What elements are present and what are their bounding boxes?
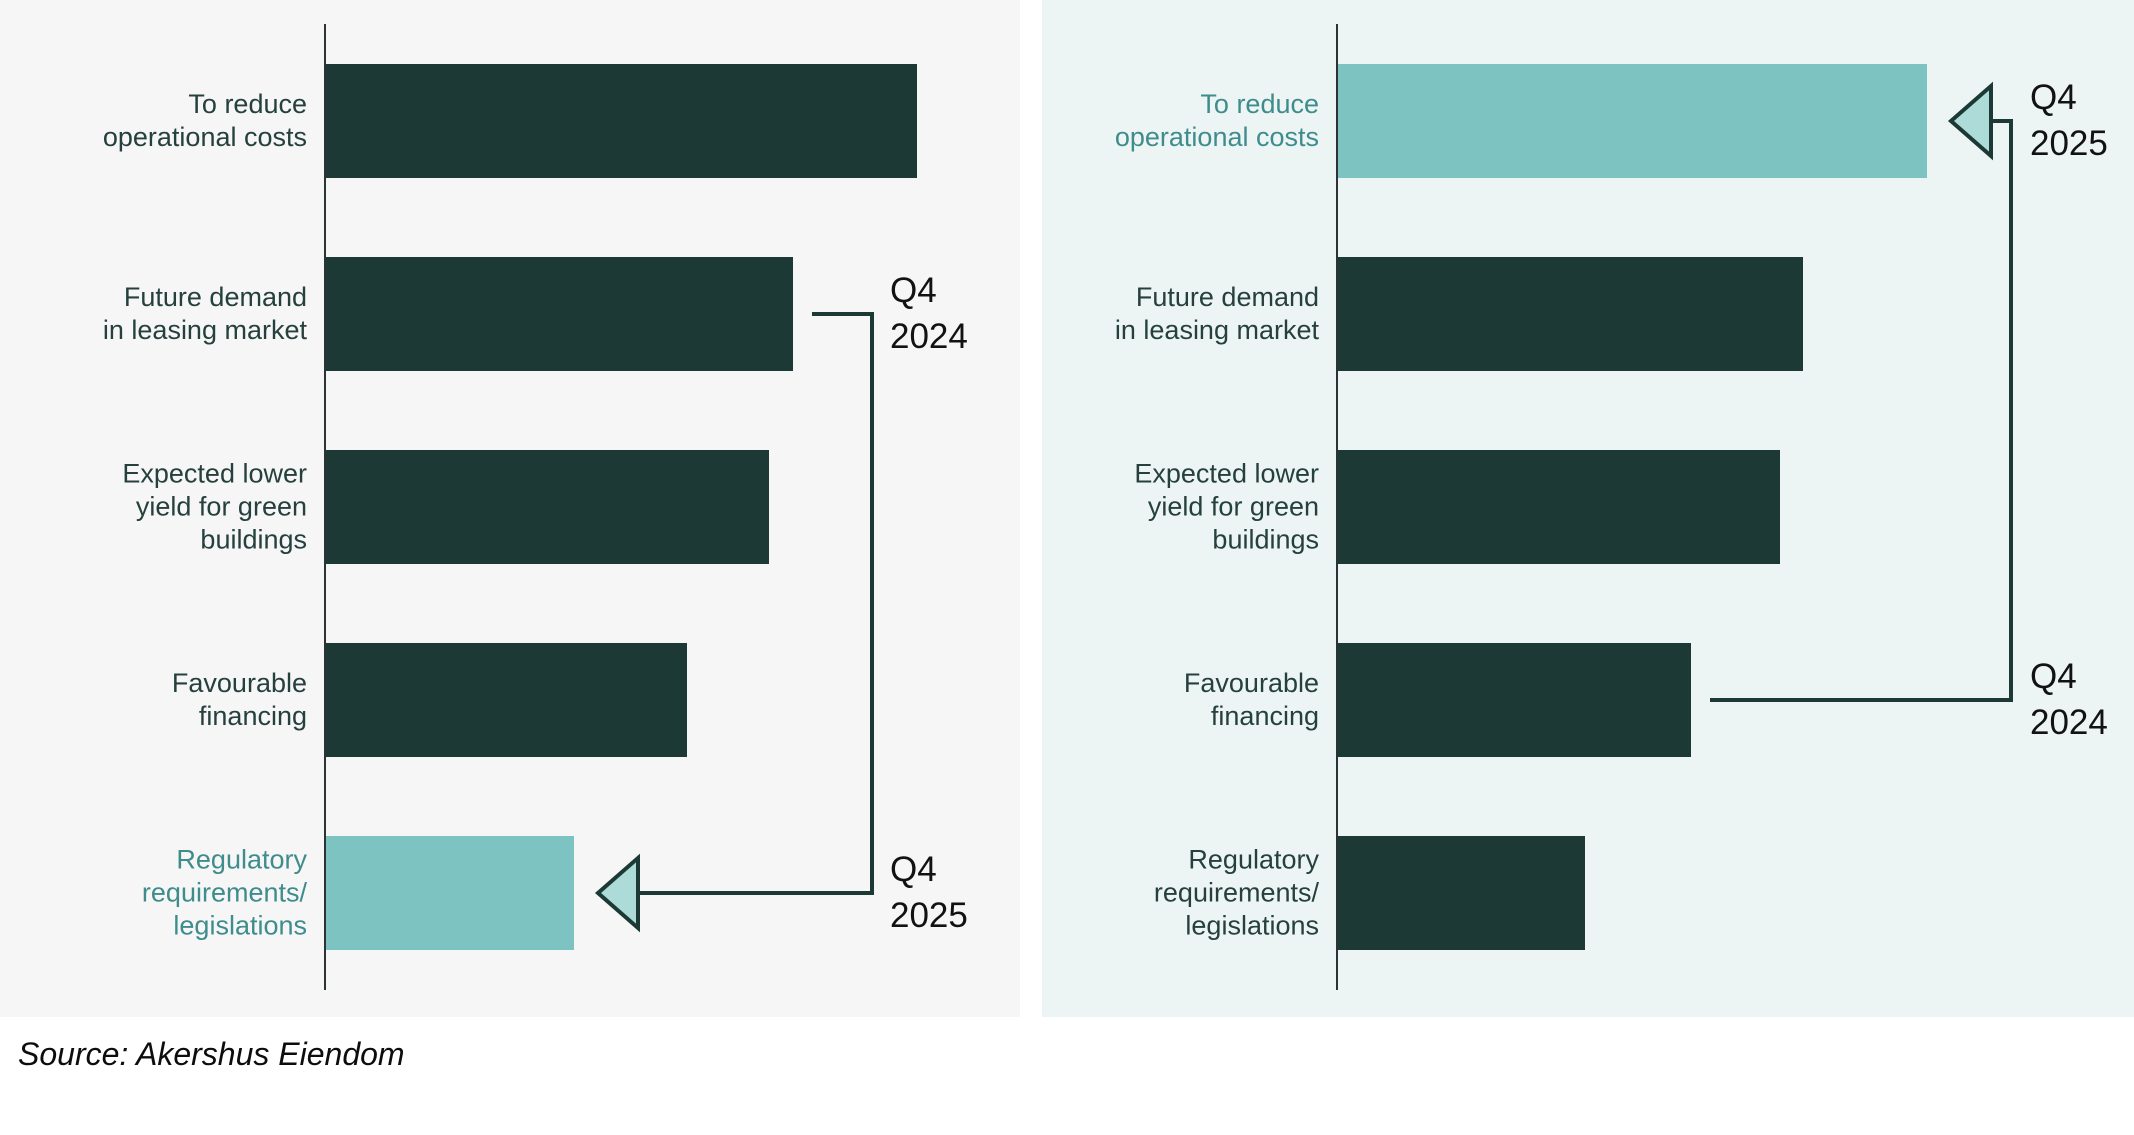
annotation-label-q4-2025: Q4 2025 <box>890 847 968 939</box>
bar-regulatory-requirements-legislations <box>326 836 574 950</box>
category-label-line: financing <box>1210 701 1319 731</box>
category-label-future-demand-in-leasing-market: Future demand in leasing market <box>1029 281 1319 347</box>
category-label-line: To reduce <box>1200 89 1319 119</box>
category-label-regulatory-requirements-legislations: Regulatory requirements/legislations <box>17 844 307 943</box>
annotation-arrowhead-icon <box>594 853 640 933</box>
category-label-line: buildings <box>200 524 307 555</box>
annotation-label-q4-2025: Q4 2025 <box>2030 75 2108 167</box>
category-label-expected-lower-yield-for-green-buildings: Expected lower yield for green buildings <box>17 458 307 557</box>
bar-favourable-financing <box>326 643 687 757</box>
category-label-future-demand-in-leasing-market: Future demand in leasing market <box>17 281 307 347</box>
category-label-line: Future demand <box>1135 282 1319 312</box>
right-chart-panel: To reduce operational costs Future demand i… <box>1042 0 2134 1017</box>
category-label-line: operational costs <box>1114 122 1319 152</box>
category-label-line: requirements/ <box>1153 877 1319 908</box>
category-label-to-reduce-operational-costs: To reduce operational costs <box>1029 88 1319 154</box>
annotation-label-line: Q4 <box>2030 657 2077 696</box>
source-note: Source: Akershus Eiendom <box>18 1036 405 1072</box>
bar-regulatory-requirements-legislations <box>1338 836 1585 950</box>
bar-to-reduce-operational-costs <box>1338 64 1927 178</box>
category-label-line: Regulatory <box>176 844 307 875</box>
annotation-label-line: Q4 <box>890 850 937 889</box>
category-label-line: Future demand <box>123 282 307 312</box>
annotation-label-line: Q4 <box>890 271 937 310</box>
category-label-line: legislations <box>173 910 307 941</box>
annotation-connector-line <box>1710 119 2013 702</box>
left-chart-panel: To reduce operational costs Future demand i… <box>0 0 1020 1017</box>
bar-future-demand-in-leasing-market <box>326 257 793 371</box>
annotation-label-q4-2024: Q4 2024 <box>890 268 968 360</box>
category-label-line: financing <box>198 701 307 731</box>
annotation-label-line: Q4 <box>2030 78 2077 117</box>
category-label-expected-lower-yield-for-green-buildings: Expected lower yield for green buildings <box>1029 458 1319 557</box>
category-label-line: Regulatory <box>1188 844 1319 875</box>
category-label-line: operational costs <box>102 122 307 152</box>
category-label-line: buildings <box>1212 524 1319 555</box>
category-label-line: legislations <box>1185 910 1319 941</box>
annotation-label-q4-2024: Q4 2024 <box>2030 654 2108 746</box>
category-label-favourable-financing: Favourable financing <box>17 667 307 733</box>
category-label-line: yield for green <box>1147 491 1319 522</box>
category-label-favourable-financing: Favourable financing <box>1029 667 1319 733</box>
annotation-connector-line <box>638 312 874 895</box>
bar-expected-lower-yield-for-green-buildings <box>1338 450 1780 564</box>
category-label-to-reduce-operational-costs: To reduce operational costs <box>17 88 307 154</box>
bar-to-reduce-operational-costs <box>326 64 917 178</box>
annotation-label-line: 2024 <box>890 317 968 356</box>
category-label-line: To reduce <box>188 89 307 119</box>
category-label-line: in leasing market <box>102 315 307 345</box>
annotation-label-line: 2024 <box>2030 703 2108 742</box>
category-label-line: requirements/ <box>141 877 307 908</box>
bar-future-demand-in-leasing-market <box>1338 257 1803 371</box>
bar-expected-lower-yield-for-green-buildings <box>326 450 769 564</box>
category-axis-line <box>1336 24 1338 990</box>
category-label-line: Favourable <box>171 668 307 698</box>
category-axis-line <box>324 24 326 990</box>
category-label-line: Favourable <box>1183 668 1319 698</box>
annotation-arrowhead-icon <box>1947 81 1993 161</box>
annotation-label-line: 2025 <box>2030 124 2108 163</box>
category-label-line: in leasing market <box>1114 315 1319 345</box>
category-label-line: Expected lower <box>122 458 307 489</box>
category-label-regulatory-requirements-legislations: Regulatory requirements/legislations <box>1029 844 1319 943</box>
annotation-label-line: 2025 <box>890 896 968 935</box>
category-label-line: Expected lower <box>1134 458 1319 489</box>
category-label-line: yield for green <box>135 491 307 522</box>
bar-favourable-financing <box>1338 643 1691 757</box>
